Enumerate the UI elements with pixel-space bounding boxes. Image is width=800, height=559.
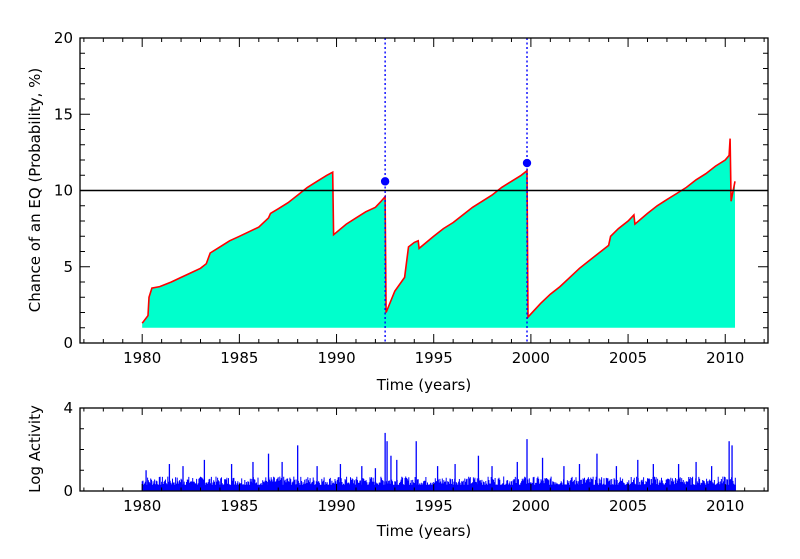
- event-point-2: [522, 158, 532, 168]
- bottom-ytick-label: 0: [63, 482, 73, 500]
- x-axis-title-bottom: Time (years): [376, 522, 471, 540]
- top-xtick-label: 2010: [706, 349, 744, 367]
- top-ytick-label: 0: [63, 334, 73, 352]
- bottom-xtick-label: 1985: [220, 497, 258, 515]
- probability-area-layer: [141, 138, 736, 328]
- bottom-xtick-label: 2005: [609, 497, 647, 515]
- x-ticks-bottom: 1980 1985 1990 1995 2000 2005 2010: [83, 408, 765, 515]
- y-ticks-top: 0 5 10 15 20: [54, 29, 768, 352]
- top-xtick-label: 1980: [123, 349, 161, 367]
- top-xtick-label: 2000: [512, 349, 550, 367]
- y-ticks-bottom: 04: [63, 399, 768, 500]
- bottom-xtick-label: 2010: [706, 497, 744, 515]
- x-ticks-top: 1980 1985 1990 1995 2000 2005 2010: [83, 38, 765, 367]
- top-ytick-label: 10: [54, 182, 73, 200]
- bottom-xtick-label: 1995: [415, 497, 453, 515]
- probability-line: [141, 138, 736, 324]
- y-axis-title-bottom: Log Activity: [26, 405, 44, 493]
- activity-base-band: [142, 484, 736, 491]
- top-xtick-label: 1995: [415, 349, 453, 367]
- top-xtick-label: 1985: [220, 349, 258, 367]
- y-axis-title-top: Chance of an EQ (Probability, %): [26, 68, 44, 312]
- bottom-xtick-label: 1990: [317, 497, 355, 515]
- top-ytick-label: 15: [54, 105, 73, 123]
- activity-panel: 1980 1985 1990 1995 2000 2005 2010 04 Time (ye…: [26, 399, 769, 540]
- event-marker-layer: [380, 38, 532, 343]
- bottom-xtick-label: 2000: [512, 497, 550, 515]
- bottom-xtick-label: 1980: [123, 497, 161, 515]
- top-xtick-label: 2005: [609, 349, 647, 367]
- activity-bar-layer: [141, 432, 736, 491]
- top-ytick-label: 20: [54, 29, 73, 47]
- top-ytick-label: 5: [63, 258, 73, 276]
- x-axis-title-top: Time (years): [376, 376, 471, 394]
- top-xtick-label: 1990: [317, 349, 355, 367]
- event-point-1: [380, 177, 390, 186]
- probability-panel: 1980 1985 1990 1995 2000 2005 2010 0 5 10 15 20 Ti…: [26, 29, 769, 394]
- bottom-ytick-label: 4: [63, 399, 73, 417]
